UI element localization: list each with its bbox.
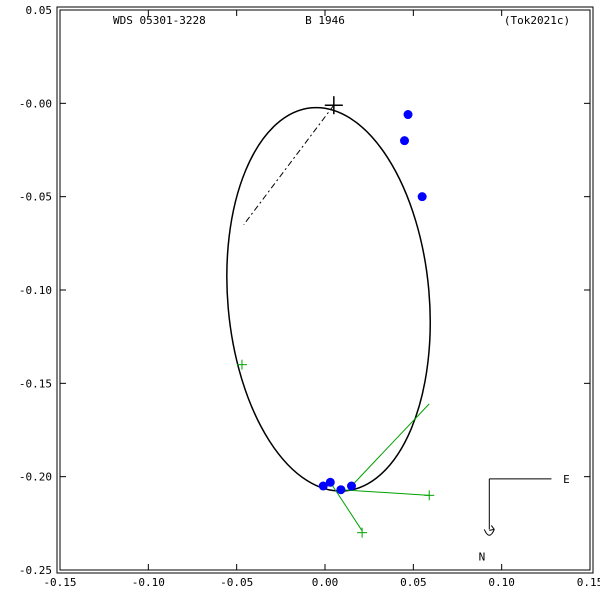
ytick-label: -0.00 (19, 97, 52, 110)
data-point (319, 482, 328, 491)
title-center: B 1946 (305, 14, 345, 27)
residual-line (330, 482, 362, 531)
title-right: (Tok2021c) (504, 14, 570, 27)
chart-container: -0.15 -0.10 -0.05 0.00 0.05 0.10 0.15 -0.25 -0.2… (0, 0, 600, 600)
data-point (400, 136, 409, 145)
xtick-label: 0.15 (577, 576, 600, 589)
nodes-line (244, 105, 334, 224)
data-point (347, 482, 356, 491)
ytick-label: -0.20 (19, 471, 52, 484)
xtick-label: 0.10 (488, 576, 515, 589)
compass-arrowhead (489, 525, 494, 530)
residual-line (352, 404, 430, 486)
compass-e-label: E (563, 473, 570, 486)
data-point (336, 485, 345, 494)
ytick-label: 0.05 (26, 4, 53, 17)
title-left: WDS 05301-3228 (113, 14, 206, 27)
xtick-label: 0.00 (312, 576, 339, 589)
compass-n-label: N (479, 551, 486, 564)
ytick-label: -0.15 (19, 377, 52, 390)
data-point (418, 192, 427, 201)
ytick-label: -0.25 (19, 564, 52, 577)
orbit-plot: -0.15 -0.10 -0.05 0.00 0.05 0.10 0.15 -0.25 -0.2… (0, 0, 600, 600)
xtick-label: -0.05 (220, 576, 253, 589)
residual-line (341, 490, 429, 496)
xtick-label: 0.05 (400, 576, 427, 589)
ytick-label: -0.05 (19, 191, 52, 204)
orbit-ellipse (211, 99, 445, 500)
xtick-label: -0.10 (132, 576, 165, 589)
xtick-label: -0.15 (43, 576, 76, 589)
data-point (404, 110, 413, 119)
ytick-label: -0.10 (19, 284, 52, 297)
